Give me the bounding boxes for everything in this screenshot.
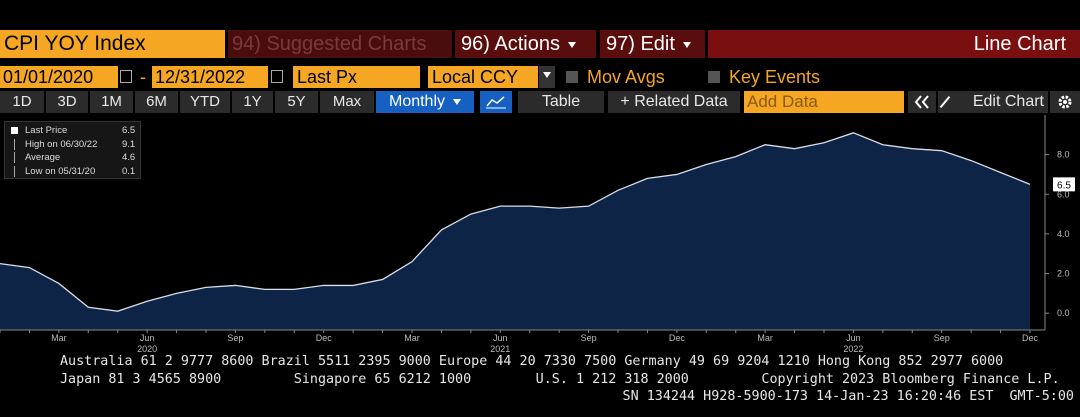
start-date[interactable]: 01/01/2020 xyxy=(0,66,118,88)
field[interactable]: Last Px xyxy=(293,66,420,88)
x-tick-label: Sep xyxy=(581,333,597,343)
legend-marker xyxy=(14,138,15,150)
dropdown[interactable] xyxy=(539,66,555,88)
table-button[interactable]: Table xyxy=(518,91,604,113)
legend-marker xyxy=(14,165,15,177)
range-button[interactable]: YTD xyxy=(180,91,230,113)
footer-line: Japan 81 3 4565 8900 Singapore 65 6212 1… xyxy=(60,372,1060,387)
y-tick-label: 6.0 xyxy=(1057,189,1070,199)
icon xyxy=(914,95,929,109)
x-tick-label: Jun xyxy=(140,333,155,343)
y-tick-label: 2.0 xyxy=(1057,269,1070,279)
view-title: Line Chart xyxy=(708,30,1080,58)
checkbox[interactable] xyxy=(708,71,720,83)
area-fill xyxy=(0,132,1030,330)
checkbox[interactable] xyxy=(566,71,578,83)
last-value-tag xyxy=(1053,177,1075,192)
legend-marker xyxy=(11,127,18,134)
legend-value: 0.1 xyxy=(122,165,136,177)
actions-menu[interactable]: 96) Actions xyxy=(455,30,596,58)
y-tick-label: 4.0 xyxy=(1057,229,1070,239)
year-label: 2020 xyxy=(137,344,157,354)
year-label: 2021 xyxy=(490,344,510,354)
related-data[interactable]: + Related Data xyxy=(608,91,740,113)
range-button[interactable]: 3D xyxy=(46,91,88,113)
x-tick-label: Mar xyxy=(757,333,773,343)
edit-chart[interactable]: Edit Chart xyxy=(938,91,1048,113)
actions-label: 96) Actions xyxy=(461,33,560,55)
x-tick-label: Sep xyxy=(227,333,243,343)
y-tick-label: 8.0 xyxy=(1057,150,1070,160)
x-tick-label: Mar xyxy=(51,333,67,343)
x-tick-label: Mar xyxy=(404,333,420,343)
key-events[interactable]: Key Events xyxy=(729,67,821,87)
price-line xyxy=(0,132,1031,312)
ticker[interactable]: CPI YOY Index xyxy=(0,30,225,58)
settings[interactable] xyxy=(1050,91,1080,113)
footer-line: Australia 61 2 9777 8600 Brazil 5511 239… xyxy=(60,354,1004,369)
legend-label: Last Price xyxy=(25,125,68,136)
legend-label: High on 06/30/22 xyxy=(25,138,98,150)
x-tick-label: Sep xyxy=(934,333,950,343)
legend-label: Average xyxy=(25,152,61,163)
legend-label: Low on 05/31/20 xyxy=(25,165,96,177)
legend-marker xyxy=(14,152,15,163)
chart-type-icon[interactable] xyxy=(480,91,512,113)
calendar-icon[interactable] xyxy=(120,70,132,83)
range-button[interactable]: 5Y xyxy=(275,91,318,113)
x-tick-label: Dec xyxy=(316,333,333,343)
icon xyxy=(486,96,506,109)
period-menu[interactable]: Monthly xyxy=(376,91,474,113)
add-data[interactable]: Add Data xyxy=(744,91,904,113)
edit-label: 97) Edit xyxy=(606,33,675,55)
icon xyxy=(1058,95,1072,109)
x-tick-label: Dec xyxy=(669,333,686,343)
footer-line: SN 134244 H928-5900-173 14-Jan-23 16:20:… xyxy=(622,389,1074,404)
year-label: 2022 xyxy=(843,344,863,354)
edit-menu[interactable]: 97) Edit xyxy=(600,30,705,58)
calendar-icon[interactable] xyxy=(271,70,283,83)
range-button[interactable]: 1D xyxy=(0,91,44,113)
collapse[interactable] xyxy=(908,91,936,113)
period-label: Monthly xyxy=(388,93,446,110)
range-button[interactable]: Max xyxy=(320,91,374,113)
end-date[interactable]: 12/31/2022 xyxy=(152,66,268,88)
range-button[interactable]: 1M xyxy=(90,91,133,113)
range-button[interactable]: 1Y xyxy=(232,91,273,113)
currency[interactable]: Local CCY xyxy=(428,66,538,88)
legend-value: 9.1 xyxy=(122,138,136,150)
mov-avgs[interactable]: Mov Avgs xyxy=(587,67,665,87)
last-value-label: 6.5 xyxy=(1057,180,1071,191)
date-dash: - xyxy=(140,67,146,87)
legend-value: 6.5 xyxy=(122,125,136,136)
x-tick-label: Dec xyxy=(1022,333,1039,343)
range-button[interactable]: 6M xyxy=(135,91,178,113)
legend-value: 4.6 xyxy=(122,152,136,163)
suggested-charts[interactable]: 94) Suggested Charts xyxy=(228,30,452,58)
x-tick-label: Jun xyxy=(846,333,861,343)
x-tick-label: Jun xyxy=(493,333,508,343)
legend: Last Price 6.5 High on 06/30/22 9.1 Average 4… xyxy=(4,121,141,179)
y-tick-label: 0.0 xyxy=(1057,308,1070,318)
